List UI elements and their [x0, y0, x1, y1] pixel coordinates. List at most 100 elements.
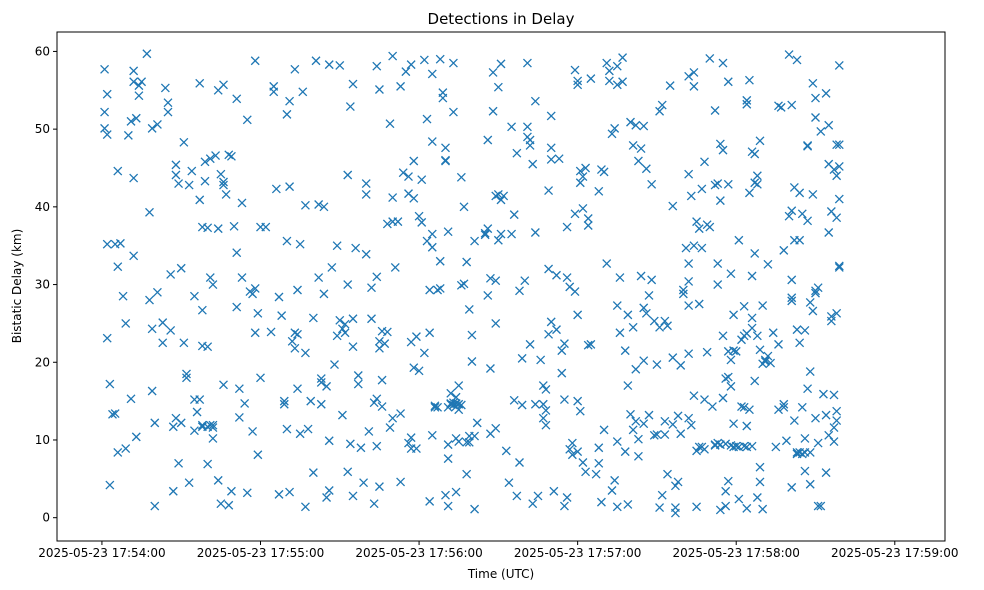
data-point — [692, 446, 702, 456]
data-point — [493, 235, 503, 245]
data-point — [678, 285, 688, 295]
data-point — [390, 263, 400, 272]
data-point — [443, 501, 453, 511]
x-tick: 2025-05-23 17:56:00 — [355, 541, 483, 560]
data-point — [213, 224, 223, 234]
data-point — [668, 201, 678, 211]
data-point — [240, 398, 250, 408]
data-point — [427, 137, 437, 147]
data-point — [663, 321, 672, 331]
data-point — [528, 499, 538, 509]
data-point — [612, 502, 622, 512]
data-point — [665, 81, 675, 91]
data-point — [488, 106, 498, 116]
data-point — [282, 236, 292, 246]
data-point — [538, 399, 548, 409]
data-point — [311, 56, 321, 66]
data-point — [633, 434, 643, 444]
data-point — [533, 491, 543, 501]
x-tick: 2025-05-23 17:58:00 — [672, 541, 800, 560]
data-point — [805, 367, 815, 377]
data-point — [290, 328, 300, 338]
data-point — [287, 336, 297, 346]
data-point — [612, 301, 622, 310]
data-point — [832, 406, 842, 416]
data-point — [750, 249, 760, 258]
data-point — [274, 292, 284, 302]
data-point — [396, 409, 406, 419]
data-point — [485, 364, 495, 373]
data-point — [367, 283, 376, 293]
data-point — [805, 447, 815, 457]
data-point — [607, 129, 617, 139]
data-point — [219, 177, 228, 187]
data-point — [200, 176, 210, 186]
data-point — [618, 77, 628, 87]
data-point — [792, 325, 802, 335]
data-point — [517, 400, 527, 410]
data-point — [279, 399, 289, 409]
data-point — [456, 280, 466, 290]
data-point — [573, 80, 583, 90]
data-point — [353, 371, 363, 380]
data-point — [208, 280, 218, 290]
data-point — [388, 413, 398, 423]
data-point — [285, 487, 295, 497]
data-point — [242, 488, 252, 498]
data-point — [316, 399, 326, 409]
data-point — [145, 295, 154, 305]
data-point — [559, 339, 569, 349]
data-point — [483, 290, 493, 300]
data-point — [441, 155, 450, 165]
data-point — [422, 236, 432, 246]
data-point — [504, 478, 514, 488]
data-point — [382, 327, 392, 337]
data-point — [752, 493, 762, 502]
data-point — [147, 386, 157, 396]
data-point — [433, 285, 443, 295]
data-point — [134, 81, 144, 91]
data-point — [417, 175, 427, 185]
data-point — [324, 60, 334, 70]
data-point — [536, 355, 546, 365]
data-point — [789, 416, 799, 426]
data-point — [586, 339, 596, 349]
data-point — [583, 221, 593, 230]
data-point — [570, 287, 580, 297]
data-point — [744, 405, 754, 415]
data-point — [234, 412, 244, 422]
data-point — [652, 430, 662, 439]
data-point — [760, 355, 770, 365]
data-point — [303, 424, 313, 434]
data-point — [348, 79, 358, 89]
data-point — [433, 402, 443, 412]
data-point — [557, 346, 567, 356]
data-point — [113, 166, 123, 176]
data-point — [657, 490, 667, 500]
data-point — [660, 416, 670, 426]
data-point — [528, 159, 538, 169]
data-point — [467, 330, 477, 340]
data-point — [113, 262, 123, 272]
data-point — [369, 398, 379, 408]
data-point — [541, 405, 551, 415]
data-point — [567, 450, 577, 460]
data-point — [713, 280, 723, 290]
data-point — [248, 289, 258, 299]
y-tick: 10 — [35, 433, 57, 447]
data-point — [277, 311, 287, 321]
data-point — [171, 160, 181, 170]
data-point — [636, 271, 646, 281]
data-point — [361, 179, 371, 188]
data-point — [300, 348, 310, 358]
data-point — [567, 438, 577, 448]
data-point — [620, 346, 630, 356]
data-point — [824, 228, 834, 237]
x-tick-label: 2025-05-23 17:58:00 — [672, 546, 799, 560]
data-point — [179, 137, 189, 147]
data-point — [129, 77, 139, 87]
x-tick: 2025-05-23 17:59:00 — [831, 541, 959, 560]
data-point — [192, 407, 202, 417]
data-point — [102, 239, 112, 249]
data-point — [189, 291, 199, 301]
